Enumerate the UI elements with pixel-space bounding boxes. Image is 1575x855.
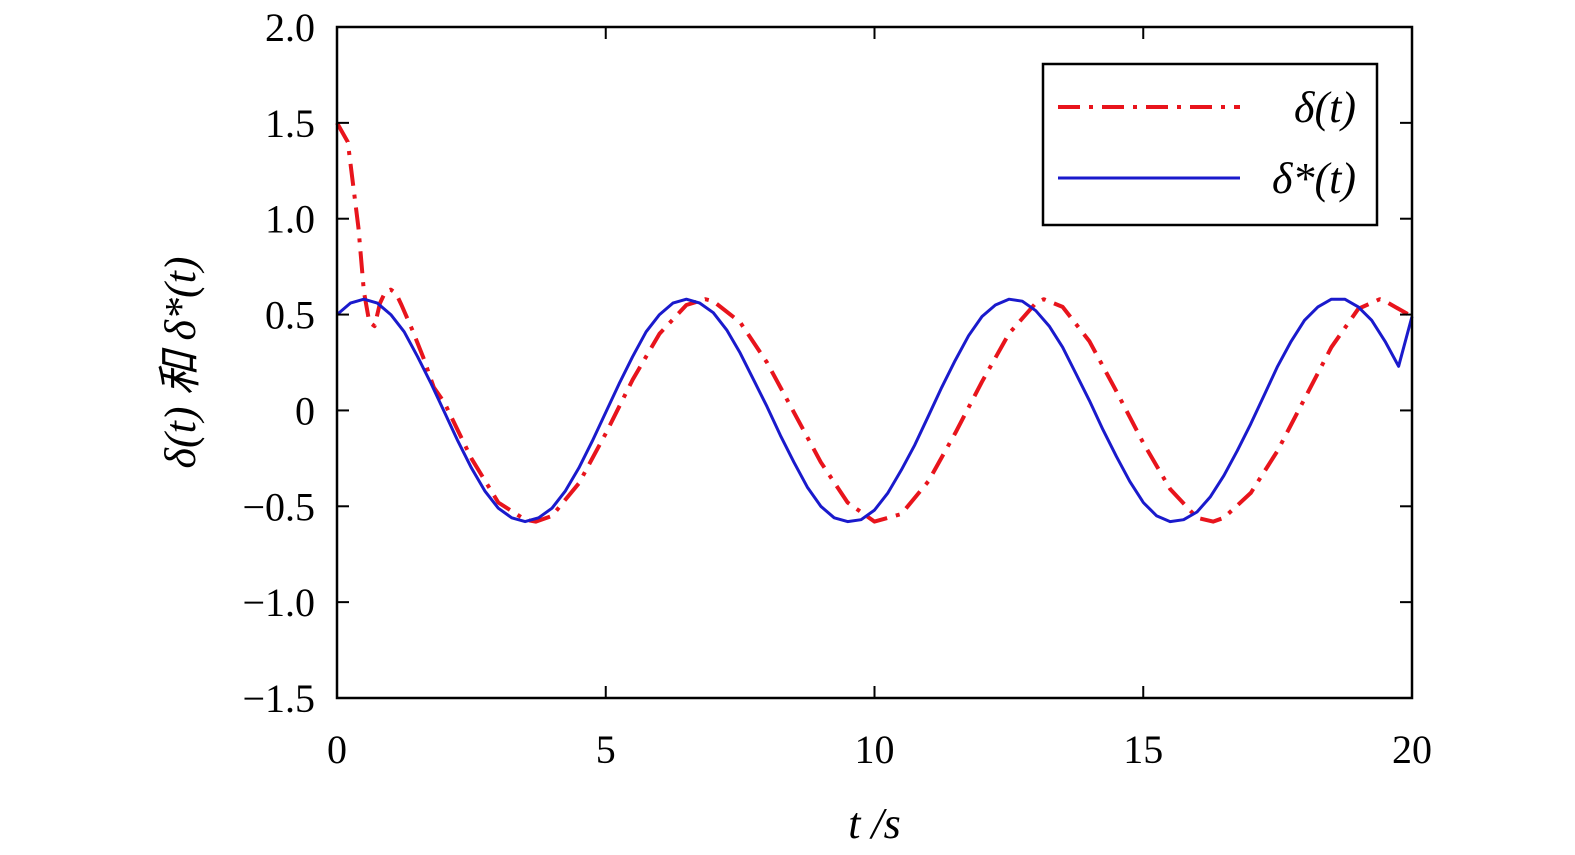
axis-ticks xyxy=(336,26,1413,699)
legend-label-delta-star: δ*(t) xyxy=(1272,154,1356,203)
y-tick-label: 1.0 xyxy=(265,197,315,242)
x-tick-label: 5 xyxy=(596,727,616,772)
y-tick-label: 1.5 xyxy=(265,101,315,146)
y-axis-label: δ(t) 和 δ*(t) xyxy=(156,257,205,469)
tick-labels: 0 5 10 15 20 −1.5 −1.0 −0.5 0 0.5 1.0 1.5 2.0 xyxy=(242,5,1432,772)
y-tick-label: −0.5 xyxy=(242,484,315,529)
x-tick-label: 20 xyxy=(1392,727,1432,772)
y-tick-label: 2.0 xyxy=(265,5,315,50)
legend-label-delta: δ(t) xyxy=(1294,83,1356,132)
x-tick-label: 10 xyxy=(855,727,895,772)
x-axis-label: t /s xyxy=(848,799,901,848)
series-line-delta xyxy=(335,121,1413,524)
y-tick-label: −1.5 xyxy=(242,676,315,721)
x-tick-label: 0 xyxy=(327,727,347,772)
x-tick-label: 15 xyxy=(1123,727,1163,772)
y-tick-label: 0.5 xyxy=(265,293,315,338)
y-tick-label: −1.0 xyxy=(242,580,315,625)
series-line-delta-star xyxy=(336,297,1414,524)
plot-lines xyxy=(335,121,1414,524)
legend-box xyxy=(1041,62,1379,227)
y-tick-label: 0 xyxy=(295,388,315,433)
legend: δ(t) δ*(t) xyxy=(1041,62,1379,227)
